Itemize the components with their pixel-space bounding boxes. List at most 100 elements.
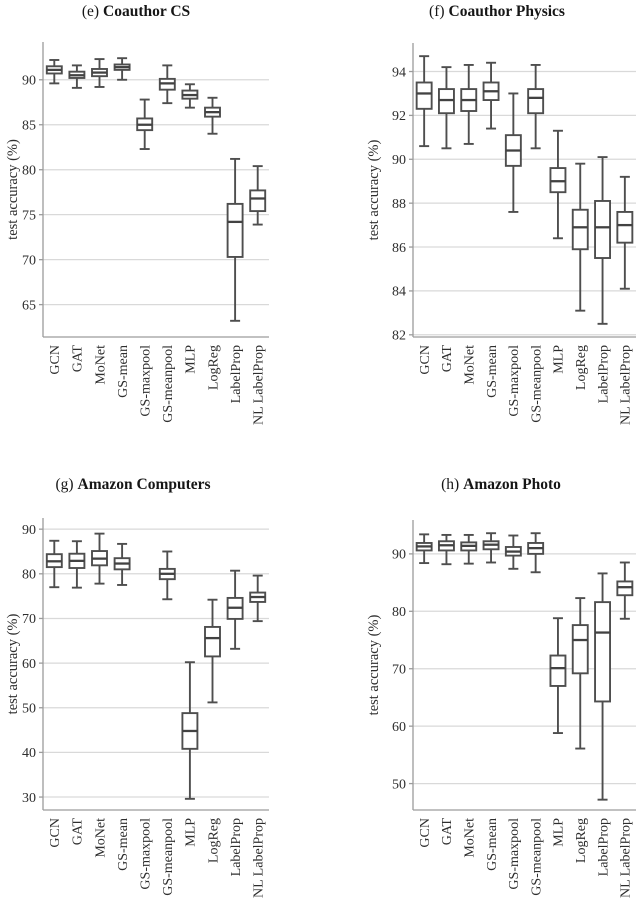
- x-category-label: LabelProp: [229, 818, 244, 876]
- y-tick-label: 65: [22, 298, 36, 313]
- x-category-label: MLP: [552, 818, 567, 847]
- boxplot-LabelProp: [226, 569, 244, 650]
- subplot-amazon-computers: 30 40 50 60 70 80 90 GCN GAT MoNet GS-mean GS-maxpo…: [0, 456, 320, 912]
- y-tick-label: 84: [392, 285, 406, 300]
- x-category-label: LabelProp: [596, 818, 611, 876]
- x-category-label: LogReg: [574, 818, 589, 863]
- boxplot-NL LabelProp: [616, 561, 634, 620]
- title-prefix: (e): [81, 3, 100, 20]
- y-axis-label: test accuracy (%): [5, 614, 21, 715]
- x-category-label: NL LabelProp: [619, 818, 634, 898]
- boxplot-GCN: [45, 59, 63, 85]
- iqr-box: [616, 210, 634, 244]
- x-category-label: GAT: [71, 818, 86, 846]
- x-category-label: GS-maxpool: [138, 818, 153, 890]
- boxplot-GS-meanpool: [527, 532, 545, 574]
- chart-svg-amazon-computers: 30 40 50 60 70 80 90 GCN GAT MoNet GS-mean GS-maxpo…: [5, 518, 269, 898]
- y-tick-label: 60: [22, 657, 36, 672]
- x-category-label: MLP: [552, 345, 567, 374]
- iqr-box: [226, 202, 244, 258]
- y-tick-label: 94: [392, 65, 406, 80]
- chart-svg-coauthor-physics: 82 84 86 88 90 92 94 GCN GAT MoNet GS-mean GS-maxpo…: [366, 43, 636, 425]
- x-category-label: GCN: [48, 345, 63, 375]
- boxplot-LogReg: [204, 96, 221, 135]
- y-tick-label: 50: [392, 777, 406, 792]
- iqr-box: [594, 601, 611, 703]
- y-tick-label: 80: [392, 605, 406, 620]
- plot-area-coauthor-physics: 82 84 86 88 90 92 94 GCN GAT MoNet GS-mean GS-maxpo…: [392, 43, 636, 425]
- y-tick-label: 70: [22, 612, 36, 627]
- subplot-title: (g) Amazon Computers: [55, 476, 210, 493]
- iqr-box: [249, 189, 267, 213]
- y-tick-label: 90: [392, 153, 406, 168]
- y-axis-label: test accuracy (%): [366, 140, 382, 241]
- y-tick-label: 40: [22, 746, 36, 761]
- boxplot-LogReg: [571, 162, 589, 312]
- boxplot-GCN: [45, 539, 63, 589]
- iqr-box: [204, 625, 221, 658]
- y-tick-label: 70: [392, 662, 406, 677]
- x-category-label: GS-mean: [485, 818, 500, 871]
- x-category-label: MoNet: [463, 345, 478, 385]
- boxplot-GS-meanpool: [527, 63, 545, 150]
- x-category-label: GS-mean: [485, 345, 500, 398]
- y-tick-label: 92: [392, 109, 406, 124]
- boxplot-MLP: [549, 617, 567, 734]
- boxplot-LabelProp: [594, 572, 611, 801]
- y-tick-label: 80: [22, 163, 36, 178]
- subplot-coauthor-physics: 82 84 86 88 90 92 94 GCN GAT MoNet GS-mean GS-maxpo…: [320, 0, 640, 456]
- boxplot-GAT: [68, 540, 86, 589]
- x-category-label: LabelProp: [229, 345, 244, 403]
- y-tick-label: 30: [22, 791, 36, 806]
- x-category-label: GS-maxpool: [138, 345, 153, 417]
- subplot-title: (f) Coauthor Physics: [429, 3, 565, 20]
- iqr-box: [549, 654, 567, 687]
- boxplot-NL LabelProp: [249, 165, 267, 226]
- boxplot-GAT: [437, 533, 455, 566]
- y-tick-label: 70: [22, 253, 36, 268]
- x-category-label: GS-maxpool: [507, 818, 522, 890]
- boxplot-MLP: [181, 661, 199, 800]
- x-category-label: MoNet: [93, 818, 108, 858]
- title-text: Coauthor Physics: [448, 3, 565, 20]
- x-category-label: GAT: [440, 818, 455, 846]
- boxplot-MoNet: [91, 532, 108, 585]
- boxplot-GS-mean: [113, 542, 131, 586]
- y-tick-label: 60: [392, 720, 406, 735]
- plot-area-amazon-photo: 50 60 70 80 90 GCN GAT MoNet GS-mean GS-maxpool GS…: [392, 520, 636, 898]
- x-category-label: MLP: [184, 818, 199, 847]
- x-category-label: MoNet: [463, 818, 478, 858]
- boxplot-GS-mean: [482, 61, 500, 130]
- title-prefix: (g): [55, 476, 74, 493]
- boxplot-GAT: [68, 64, 86, 89]
- iqr-box: [571, 624, 589, 675]
- x-category-label: LogReg: [206, 818, 221, 863]
- x-category-label: NL LabelProp: [619, 345, 634, 425]
- boxplot-GS-mean: [113, 57, 131, 81]
- y-tick-label: 80: [22, 568, 36, 583]
- subplot-coauthor-cs: 65 70 75 80 85 90 GCN GAT MoNet GS-mean GS-maxpool…: [0, 0, 320, 456]
- y-tick-label: 86: [392, 241, 406, 256]
- x-category-label: LogReg: [574, 345, 589, 390]
- x-category-label: GS-maxpool: [507, 345, 522, 417]
- y-tick-label: 85: [22, 119, 36, 134]
- y-tick-label: 88: [392, 197, 406, 212]
- iqr-box: [527, 88, 545, 115]
- title-prefix: (h): [441, 476, 460, 493]
- boxplot-GS-meanpool: [158, 550, 176, 601]
- boxplot-LabelProp: [594, 156, 611, 325]
- y-tick-label: 90: [22, 74, 36, 89]
- x-category-label: MoNet: [93, 345, 108, 385]
- x-category-label: LogReg: [206, 345, 221, 390]
- boxplot-GCN: [415, 533, 433, 565]
- boxplot-MLP: [549, 129, 567, 240]
- iqr-box: [415, 81, 433, 110]
- x-category-label: GCN: [48, 818, 63, 848]
- title-prefix: (f): [429, 3, 445, 20]
- boxplot-GS-maxpool: [504, 92, 522, 213]
- boxplot-LogReg: [571, 597, 589, 750]
- x-category-label: GAT: [71, 345, 86, 373]
- x-category-label: NL LabelProp: [251, 818, 266, 898]
- y-axis-label: test accuracy (%): [366, 615, 382, 716]
- x-category-label: NL LabelProp: [251, 345, 266, 425]
